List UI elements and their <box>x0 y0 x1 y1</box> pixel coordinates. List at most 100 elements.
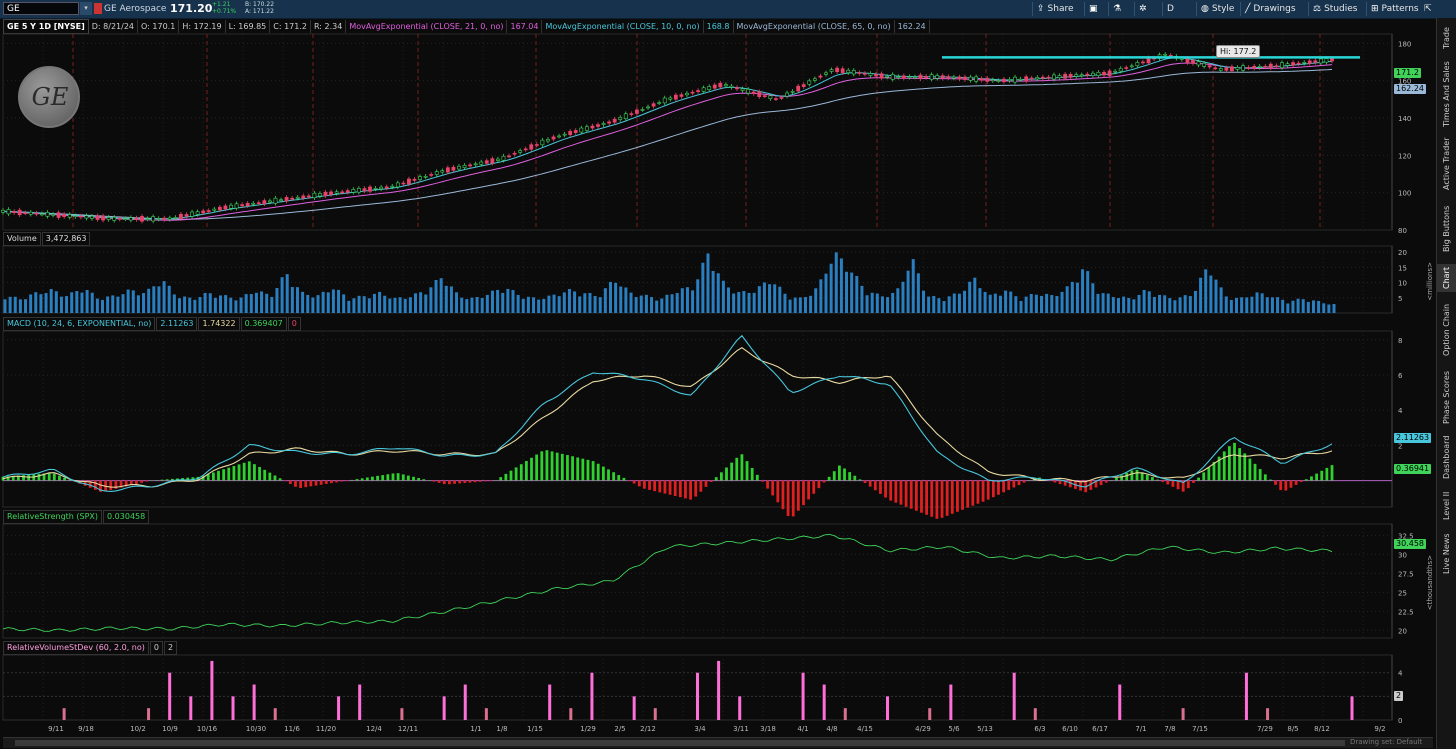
candle-body <box>640 109 645 111</box>
candle-body <box>646 106 650 109</box>
volume-bar <box>896 288 900 313</box>
volume-bar <box>1055 296 1059 313</box>
candle-body <box>523 148 528 151</box>
bid-ask: B: 170.22 A: 171.22 <box>245 1 275 15</box>
volume-bar <box>1235 297 1239 313</box>
volume-bar <box>547 295 551 313</box>
volume-bar <box>1286 303 1290 313</box>
macd-histogram-bar <box>904 480 908 507</box>
candle-body <box>123 218 128 220</box>
style-button[interactable]: ◍ Style <box>1196 2 1238 16</box>
rvs-bar <box>463 684 467 720</box>
candle-body <box>690 91 695 94</box>
macd-histogram-bar <box>1217 456 1221 481</box>
candle-body <box>1141 61 1145 64</box>
volume-bar <box>1276 297 1280 313</box>
candle-body <box>573 130 578 133</box>
volume-bar <box>470 297 474 313</box>
candle-body <box>229 204 233 209</box>
macd-histogram-bar <box>1222 451 1226 481</box>
settings-button[interactable]: ✲ <box>1134 2 1154 16</box>
price-tick-label: 80 <box>1398 227 1407 235</box>
legend-date: D: 8/21/24 <box>89 20 139 33</box>
share-button[interactable]: ⇪ Share <box>1032 2 1078 16</box>
tab-chart[interactable]: Chart <box>1437 264 1456 292</box>
macd-histogram-bar <box>483 480 487 482</box>
candle-body <box>701 87 706 92</box>
volume-bar <box>44 293 48 313</box>
tab-big-buttons[interactable]: Big Buttons <box>1442 205 1451 253</box>
tab-dashboard[interactable]: Dashboard <box>1442 435 1451 479</box>
candle-body <box>73 215 78 218</box>
ma65-label: MovAvgExponential (CLOSE, 65, 0, no) <box>734 20 895 33</box>
price-legend: GE 5 Y 1D [NYSE] D: 8/21/24 O: 170.1 H: 172… <box>3 19 930 34</box>
macd-histogram-bar <box>350 479 354 481</box>
volume-bar <box>501 292 505 313</box>
notes-button[interactable]: ▣ <box>1084 2 1105 16</box>
candle-body <box>562 133 567 136</box>
volume-bar <box>1317 300 1321 313</box>
horizontal-scrollbar[interactable] <box>3 737 1433 748</box>
scroll-thumb[interactable] <box>15 740 1345 746</box>
drawings-button[interactable]: ╱ Drawings <box>1240 2 1300 16</box>
volume-bar <box>1250 296 1254 313</box>
volume-bar <box>511 290 515 313</box>
volume-bar <box>1122 296 1126 313</box>
candle-body <box>151 216 156 222</box>
flask-button[interactable]: ⚗ <box>1108 2 1128 16</box>
volume-bar <box>1152 296 1156 313</box>
tab-trade[interactable]: Trade <box>1442 27 1451 49</box>
macd-histogram-bar <box>1315 473 1319 481</box>
macd-histogram-bar <box>709 480 713 483</box>
rvs-bar <box>168 672 172 720</box>
volume-bar <box>434 279 438 313</box>
tab-live-news[interactable]: Live News <box>1442 533 1451 575</box>
macd-histogram-bar <box>191 477 195 481</box>
rvs-bar <box>1181 708 1185 720</box>
tab-active-trader[interactable]: Active Trader <box>1442 137 1451 191</box>
candle-body <box>190 211 194 217</box>
symbol-input[interactable]: GE <box>3 2 79 15</box>
volume-bar <box>588 292 592 313</box>
volume-tick-label: 5 <box>1398 295 1402 303</box>
tab-phase-scores[interactable]: Phase Scores <box>1442 370 1451 424</box>
macd-histogram-bar <box>268 472 272 481</box>
candle-body <box>40 213 44 216</box>
candle-body <box>473 163 478 166</box>
collapse-icon[interactable]: ⇱ <box>1424 4 1432 14</box>
flag-icon[interactable] <box>94 3 102 14</box>
volume-bar <box>85 289 89 313</box>
volume-bar <box>855 275 859 313</box>
macd-histogram-bar <box>925 480 929 515</box>
macd-histogram-bar <box>1263 474 1267 481</box>
candle-body <box>1307 60 1312 64</box>
macd-histogram-bar <box>884 480 887 498</box>
macd-histogram-bar <box>612 472 616 481</box>
macd-histogram-bar <box>299 480 303 488</box>
candle-body <box>546 139 550 142</box>
candle-body <box>440 170 445 173</box>
candle-body <box>857 72 862 74</box>
volume-bar <box>968 281 972 313</box>
symbol-dropdown-icon[interactable]: ▾ <box>80 2 92 15</box>
macd-histogram-bar <box>1202 472 1206 481</box>
candle-body <box>913 76 917 79</box>
patterns-button[interactable]: ⊞ Patterns <box>1366 2 1423 16</box>
rvs-bar <box>1118 684 1122 720</box>
volume-bar <box>742 291 746 313</box>
ma10-label: MovAvgExponential (CLOSE, 10, 0, no) <box>542 20 704 33</box>
aggregation-button[interactable]: D <box>1162 2 1178 16</box>
volume-bar <box>516 294 520 313</box>
macd-histogram-bar <box>222 469 226 481</box>
tab-level-ii[interactable]: Level II <box>1442 491 1451 521</box>
macd-histogram-bar <box>1012 480 1016 488</box>
studies-button[interactable]: ⚖ Studies <box>1308 2 1361 16</box>
candle-body <box>1213 67 1218 70</box>
tab-option-chain[interactable]: Option Chain <box>1442 303 1451 357</box>
tab-times-and-sales[interactable]: Times And Sales <box>1442 61 1451 127</box>
macd-histogram-bar <box>365 477 369 481</box>
volume-bar <box>1255 292 1259 313</box>
volume-bar <box>578 296 582 313</box>
rvs-bar <box>843 708 847 720</box>
